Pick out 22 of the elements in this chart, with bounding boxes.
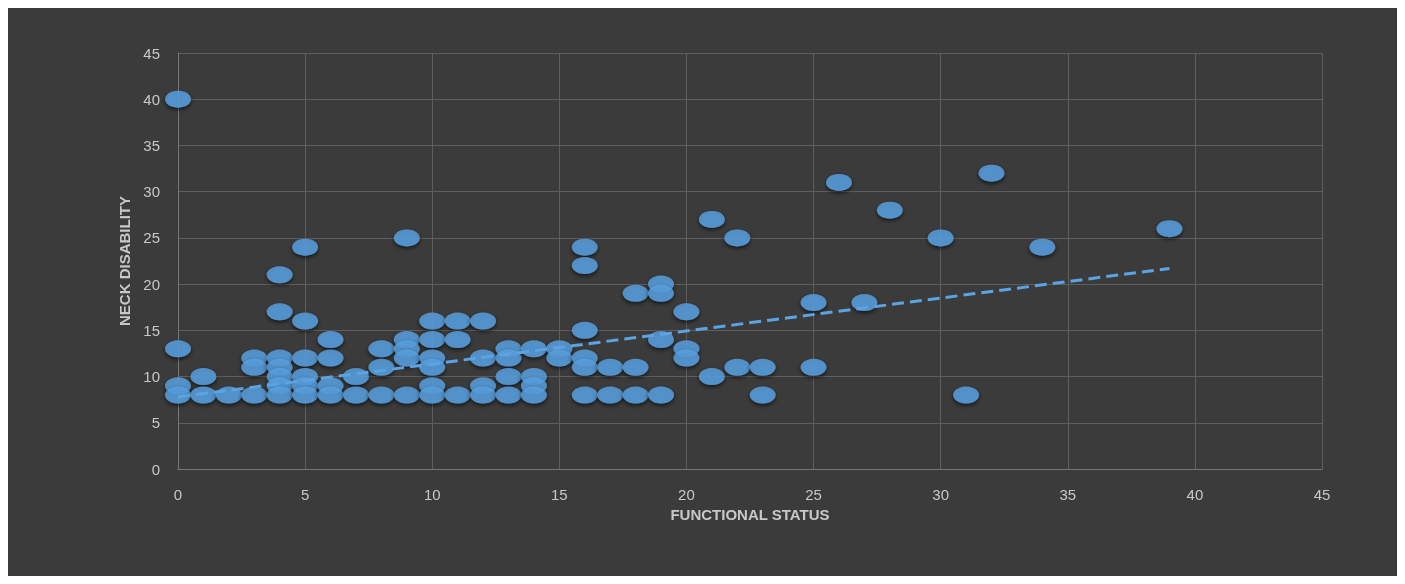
y-tick-label: 25: [143, 229, 160, 247]
y-tick-label: 10: [143, 368, 160, 386]
y-tick-label: 30: [143, 183, 160, 201]
x-tick-label: 30: [932, 486, 950, 503]
y-tick-label: 40: [143, 90, 160, 108]
x-tick-label: 25: [805, 486, 822, 503]
y-tick-label: 0: [151, 460, 160, 478]
x-tick-label: 0: [173, 486, 183, 503]
x-axis-title: FUNCTIONAL STATUS: [670, 505, 830, 523]
x-tick-label: 40: [1186, 486, 1204, 503]
x-tick-label: 45: [1313, 486, 1331, 503]
y-axis-title: NECK DISABILITY: [116, 195, 134, 327]
y-tick-label: 35: [143, 136, 160, 154]
x-tick-label: 20: [678, 486, 695, 503]
x-tick-label: 5: [300, 486, 310, 503]
x-tick-label: 35: [1059, 486, 1077, 503]
x-tick-label: 10: [423, 486, 441, 503]
y-tick-label: 5: [151, 414, 160, 432]
y-tick-label: 15: [143, 321, 160, 339]
y-tick-label: 20: [143, 275, 160, 293]
x-tick-label: 15: [550, 486, 568, 503]
y-tick-label: 45: [143, 44, 160, 62]
